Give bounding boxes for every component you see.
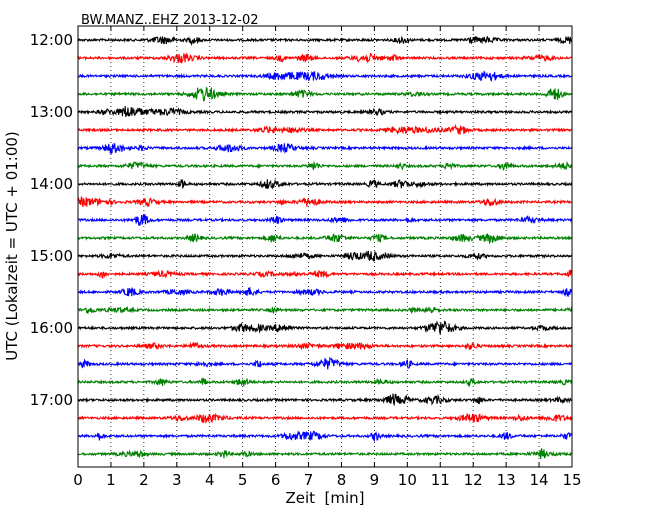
grid-layer (110, 26, 540, 467)
trace-1445 (77, 233, 573, 245)
x-axis-label: Zeit [min] (285, 489, 364, 507)
trace-1645 (77, 377, 573, 388)
x-tick-label: 1 (106, 471, 116, 489)
trace-1515 (77, 269, 573, 279)
x-tick-label: 14 (530, 471, 549, 489)
trace-1600 (77, 320, 573, 335)
trace-1315 (77, 123, 573, 136)
x-tick-label: 4 (205, 471, 215, 489)
trace-1500 (77, 250, 573, 262)
x-tick-label: 15 (562, 471, 581, 489)
x-tick-label: 12 (464, 471, 483, 489)
x-tick-label: 2 (139, 471, 149, 489)
x-tick-label: 8 (337, 471, 347, 489)
trace-1245 (77, 86, 573, 102)
trace-1345 (77, 160, 573, 171)
y-axis: 12:00 13:00 14:00 15:00 16:00 17:00 (30, 31, 572, 409)
trace-layer (77, 35, 573, 459)
trace-1330 (77, 142, 573, 155)
trace-1215 (77, 52, 573, 64)
trace-1730 (77, 429, 573, 442)
trace-1630 (77, 356, 573, 370)
x-tick-label: 7 (304, 471, 314, 489)
y-tick-label: 17:00 (30, 391, 73, 409)
y-tick-label: 14:00 (30, 175, 73, 193)
trace-1700 (77, 393, 573, 407)
trace-1300 (77, 105, 573, 118)
trace-1545 (77, 305, 573, 315)
x-axis: 0 1 2 3 4 5 6 7 8 9 10 11 12 13 14 15 (73, 26, 582, 489)
y-tick-label: 13:00 (30, 103, 73, 121)
x-tick-label: 6 (271, 471, 281, 489)
x-tick-label: 11 (431, 471, 450, 489)
trace-1430 (77, 214, 573, 226)
trace-1230 (77, 70, 573, 82)
y-axis-label: UTC (Lokalzeit = UTC + 01:00) (3, 131, 21, 361)
y-tick-label: 16:00 (30, 319, 73, 337)
x-tick-label: 3 (172, 471, 182, 489)
plot-frame (77, 25, 573, 468)
trace-1715 (77, 412, 573, 424)
y-tick-label: 12:00 (30, 31, 73, 49)
trace-1400 (77, 178, 573, 190)
x-tick-label: 0 (73, 471, 83, 489)
x-tick-label: 10 (398, 471, 417, 489)
x-tick-label: 9 (370, 471, 380, 489)
trace-1200 (77, 35, 573, 47)
x-tick-label: 13 (497, 471, 516, 489)
trace-1415 (77, 196, 573, 208)
trace-1615 (77, 341, 573, 351)
x-tick-label: 5 (238, 471, 248, 489)
y-tick-label: 15:00 (30, 247, 73, 265)
chart-title: BW.MANZ..EHZ 2013-12-02 (81, 13, 259, 28)
trace-1745 (77, 448, 573, 459)
trace-1530 (77, 286, 573, 298)
